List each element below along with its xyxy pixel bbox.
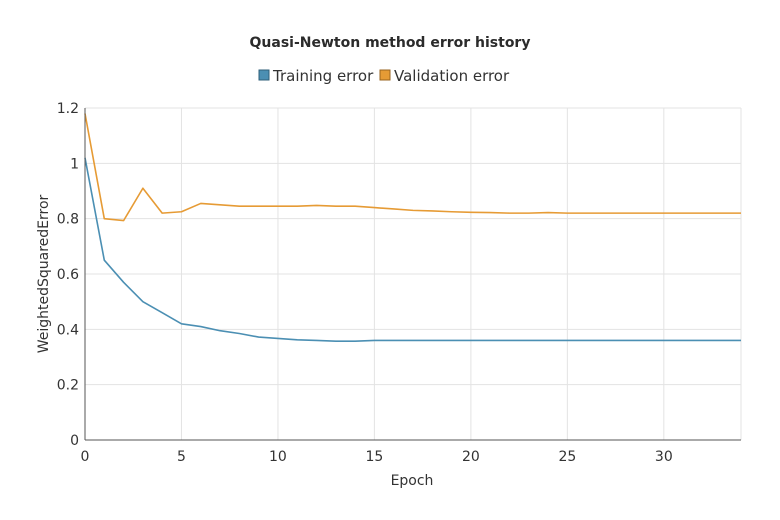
y-tick-label: 1.2 <box>57 101 79 117</box>
data-point-training[interactable] <box>642 338 647 343</box>
data-point-training[interactable] <box>526 338 531 343</box>
tick-labels: 0 0.2 0.4 0.6 0.8 1 1.2 0 5 10 15 20 25 30 <box>57 101 673 465</box>
series-line-validation[interactable] <box>84 113 741 222</box>
data-point-validation[interactable] <box>353 204 358 209</box>
data-point-training[interactable] <box>661 338 666 343</box>
data-point-training[interactable] <box>353 339 358 344</box>
data-point-training[interactable] <box>468 338 473 343</box>
data-point-training[interactable] <box>333 339 338 344</box>
data-point-training[interactable] <box>391 338 396 343</box>
y-tick-label: 1 <box>70 156 79 172</box>
data-point-validation[interactable] <box>681 211 686 216</box>
y-tick-label: 0.2 <box>57 378 79 394</box>
chart-title: Quasi-Newton method error history <box>250 35 531 51</box>
data-point-training[interactable] <box>314 338 319 343</box>
data-point-validation[interactable] <box>449 209 454 214</box>
data-point-validation[interactable] <box>507 211 512 216</box>
x-tick-label: 25 <box>558 449 576 465</box>
data-point-training[interactable] <box>449 338 454 343</box>
data-point-validation[interactable] <box>295 204 300 209</box>
data-point-validation[interactable] <box>739 211 744 216</box>
data-point-validation[interactable] <box>102 216 107 221</box>
data-point-training[interactable] <box>584 338 589 343</box>
data-point-training[interactable] <box>507 338 512 343</box>
data-point-validation[interactable] <box>372 205 377 210</box>
data-point-validation[interactable] <box>700 211 705 216</box>
data-point-validation[interactable] <box>719 211 724 216</box>
data-point-validation[interactable] <box>642 211 647 216</box>
data-point-training[interactable] <box>256 335 261 340</box>
data-point-training[interactable] <box>565 338 570 343</box>
data-point-training[interactable] <box>121 280 126 285</box>
data-point-training[interactable] <box>700 338 705 343</box>
data-point-training[interactable] <box>160 310 165 315</box>
data-point-validation[interactable] <box>526 211 531 216</box>
grid <box>85 107 742 440</box>
data-point-validation[interactable] <box>198 201 203 206</box>
data-point-training[interactable] <box>623 338 628 343</box>
data-point-training[interactable] <box>140 299 145 304</box>
plot-series <box>84 113 744 344</box>
x-tick-label: 0 <box>81 449 90 465</box>
axes <box>84 108 741 441</box>
data-point-validation[interactable] <box>468 210 473 215</box>
legend-item-validation[interactable]: Validation error <box>379 67 510 85</box>
y-tick-label: 0.4 <box>57 322 79 338</box>
legend-swatch-training <box>258 69 270 81</box>
data-point-training[interactable] <box>237 331 242 336</box>
data-point-validation[interactable] <box>546 210 551 215</box>
legend-label-training: Training error <box>272 67 374 85</box>
data-point-validation[interactable] <box>314 203 319 208</box>
legend: Training error Validation error <box>258 67 510 85</box>
data-point-validation[interactable] <box>430 208 435 213</box>
y-tick-label: 0.6 <box>57 267 79 283</box>
x-tick-label: 10 <box>269 449 287 465</box>
x-tick-label: 20 <box>462 449 480 465</box>
data-point-validation[interactable] <box>603 211 608 216</box>
data-point-validation[interactable] <box>565 211 570 216</box>
data-point-validation[interactable] <box>237 204 242 209</box>
data-point-validation[interactable] <box>623 211 628 216</box>
data-point-training[interactable] <box>546 338 551 343</box>
data-point-training[interactable] <box>179 321 184 326</box>
data-point-training[interactable] <box>198 324 203 329</box>
data-point-training[interactable] <box>295 337 300 342</box>
data-point-training[interactable] <box>719 338 724 343</box>
y-axis-label: WeightedSquaredError <box>36 194 52 353</box>
legend-swatch-validation <box>379 69 391 81</box>
data-point-validation[interactable] <box>411 208 416 213</box>
data-point-validation[interactable] <box>584 211 589 216</box>
data-point-training[interactable] <box>739 338 744 343</box>
data-point-validation[interactable] <box>218 202 223 207</box>
data-point-validation[interactable] <box>160 211 165 216</box>
data-point-validation[interactable] <box>488 210 493 215</box>
data-point-training[interactable] <box>681 338 686 343</box>
data-point-validation[interactable] <box>140 186 145 191</box>
data-point-training[interactable] <box>430 338 435 343</box>
data-point-training[interactable] <box>275 336 280 341</box>
legend-item-training[interactable]: Training error <box>258 67 374 85</box>
legend-label-validation: Validation error <box>394 67 510 85</box>
data-point-validation[interactable] <box>275 204 280 209</box>
data-point-training[interactable] <box>372 338 377 343</box>
x-tick-label: 15 <box>365 449 383 465</box>
y-tick-label: 0.8 <box>57 212 79 228</box>
data-point-validation[interactable] <box>391 206 396 211</box>
x-tick-label: 5 <box>177 449 186 465</box>
x-tick-label: 30 <box>655 449 673 465</box>
data-point-training[interactable] <box>218 328 223 333</box>
y-tick-label: 0 <box>70 433 79 449</box>
data-point-validation[interactable] <box>333 204 338 209</box>
series-line-training[interactable] <box>84 157 741 343</box>
data-point-training[interactable] <box>411 338 416 343</box>
data-point-validation[interactable] <box>179 209 184 214</box>
data-point-validation[interactable] <box>256 204 261 209</box>
data-point-training[interactable] <box>488 338 493 343</box>
data-point-training[interactable] <box>603 338 608 343</box>
x-axis-label: Epoch <box>391 473 434 489</box>
data-point-validation[interactable] <box>121 218 126 223</box>
data-point-training[interactable] <box>102 258 107 263</box>
data-point-validation[interactable] <box>661 211 666 216</box>
